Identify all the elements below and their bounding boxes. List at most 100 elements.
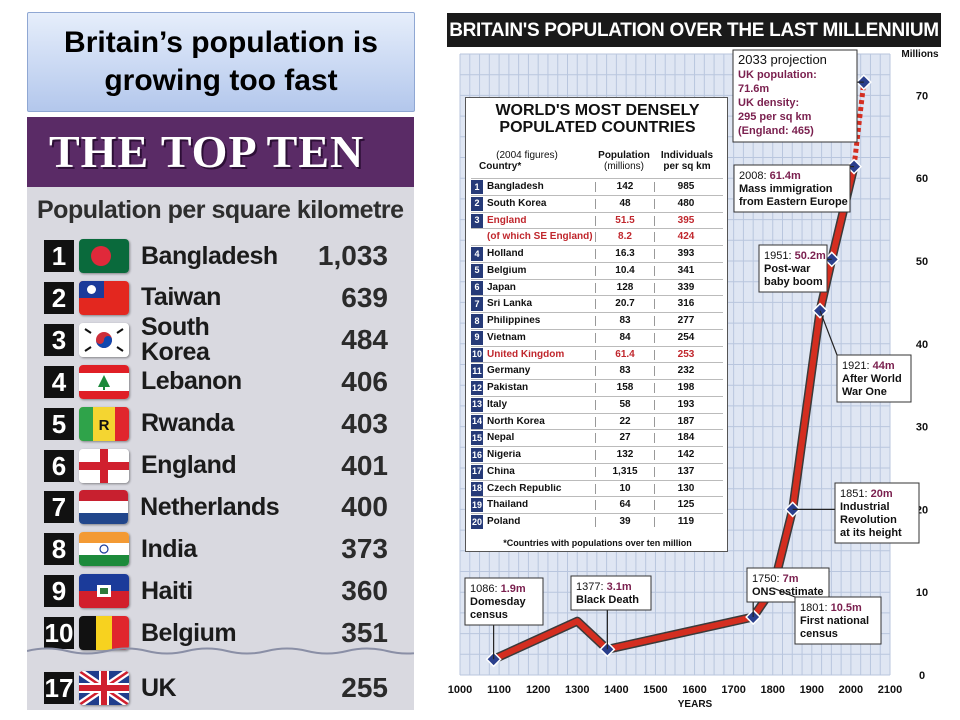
slide-title-text: Britain’s population is growing too fast bbox=[64, 26, 378, 97]
top-ten-subheading-text: Population per square kilometre bbox=[37, 195, 404, 224]
annotation-text-part: baby boom bbox=[764, 276, 823, 288]
population-cell: 128 bbox=[595, 282, 654, 293]
country-name: Bangladesh bbox=[141, 241, 278, 270]
densest-table-row: 14 North Korea 22 187 bbox=[471, 412, 723, 430]
rank-badge: 7 bbox=[44, 491, 74, 524]
country-name: Haiti bbox=[141, 576, 193, 605]
india-flag-icon bbox=[79, 532, 129, 567]
annotation-text-part: census bbox=[470, 609, 508, 621]
population-chart-panel: BRITAIN'S POPULATION OVER THE LAST MILLE… bbox=[447, 13, 941, 710]
annotation-value: 50.2m bbox=[795, 250, 826, 262]
annotation-text-part: 2008: bbox=[739, 170, 770, 182]
population-cell: 132 bbox=[595, 450, 654, 460]
rank-badge: 4 bbox=[44, 365, 74, 398]
densest-table-row: 8 Philippines 83 277 bbox=[471, 312, 723, 329]
y-tick-label: 0 bbox=[919, 670, 925, 682]
x-axis-label: YEARS bbox=[678, 699, 713, 710]
density-cell: 985 bbox=[654, 182, 717, 192]
annotation-text: (England: 465) bbox=[738, 125, 814, 137]
top-ten-row-rwanda: 5 R Rwanda 403 bbox=[27, 404, 414, 444]
country-name: South Korea bbox=[141, 312, 210, 366]
annotation-text: 1921: 44m bbox=[842, 360, 895, 372]
annotation-value: 7m bbox=[783, 573, 799, 585]
annotation-text: 2008: 61.4m bbox=[739, 170, 801, 182]
annotation-text-part: Mass immigration bbox=[739, 183, 833, 195]
population-cell: 83 bbox=[595, 316, 654, 326]
country-cell: Czech Republic bbox=[487, 483, 562, 494]
population-cell: 16.3 bbox=[595, 249, 654, 259]
densest-col-pop-line-2: (millions) bbox=[604, 161, 644, 172]
y-tick-label: 50 bbox=[916, 256, 928, 268]
projection-series-line bbox=[851, 81, 867, 167]
south-korea-flag-icon bbox=[79, 322, 129, 357]
annotation-box bbox=[758, 244, 828, 293]
density-cell: 316 bbox=[654, 299, 717, 310]
haiti-flag-icon bbox=[79, 574, 129, 609]
rank-badge: 9 bbox=[471, 330, 483, 345]
rank-badge: 3 bbox=[44, 323, 74, 356]
country-name: Rwanda bbox=[141, 409, 234, 438]
annotation-text: at its height bbox=[840, 527, 902, 539]
density-value: 360 bbox=[341, 575, 388, 607]
slide-title: Britain’s population is growing too fast bbox=[27, 12, 415, 112]
x-tick-label: 1800 bbox=[760, 684, 784, 696]
population-cell: 39 bbox=[595, 517, 654, 527]
annotation-text-part: Post-war bbox=[764, 263, 811, 275]
rank-badge: 4 bbox=[471, 247, 483, 261]
annotation-text: UK density: bbox=[738, 97, 799, 109]
densest-table-row: 17 China 1,315 137 bbox=[471, 462, 723, 480]
rank-badge: 10 bbox=[471, 347, 483, 362]
annotation-text: Revolution bbox=[840, 514, 897, 526]
population-cell: 48 bbox=[595, 198, 654, 209]
densest-table-row: 20 Poland 39 119 bbox=[471, 513, 723, 530]
country-name: UK bbox=[141, 673, 177, 702]
density-cell: 193 bbox=[654, 399, 717, 410]
annotation-value: 61.4m bbox=[770, 170, 801, 182]
densest-table-row: 12 Pakistan 158 198 bbox=[471, 379, 723, 396]
country-cell: Sri Lanka bbox=[487, 299, 533, 310]
country-cell: Vietnam bbox=[487, 332, 526, 343]
y-tick-label: 40 bbox=[916, 339, 928, 351]
density-value: 373 bbox=[341, 533, 388, 565]
rank-badge: 17 bbox=[471, 464, 483, 479]
x-tick-label: 1700 bbox=[721, 684, 745, 696]
density-cell: 142 bbox=[654, 450, 717, 460]
netherlands-flag-icon bbox=[78, 490, 129, 525]
annotation-text-part: Revolution bbox=[840, 514, 897, 526]
annotation-text: UK population: bbox=[738, 69, 817, 81]
density-value: 401 bbox=[341, 449, 388, 481]
annotation-text: 71.6m bbox=[738, 83, 769, 95]
country-cell: Nepal bbox=[487, 433, 515, 444]
annotation-text: After World bbox=[842, 373, 902, 385]
rank-badge: 19 bbox=[471, 498, 483, 513]
rank-badge: 9 bbox=[44, 575, 74, 608]
top-ten-row-england: 6 England 401 bbox=[27, 446, 414, 486]
annotation-text-part: Black Death bbox=[576, 594, 639, 606]
density-cell: 253 bbox=[654, 349, 717, 360]
belgium-flag-icon bbox=[79, 616, 129, 651]
annotation-text: First national bbox=[800, 615, 869, 627]
top-ten-row-south-korea: 3 South Korea 484 bbox=[27, 314, 414, 364]
densest-header-country: (2004 figures) Country* bbox=[471, 150, 583, 172]
densest-title-line-2: POPULATED COUNTRIES bbox=[499, 119, 696, 136]
bangladesh-flag-icon bbox=[79, 239, 129, 273]
densest-table-row: 13 Italy 58 193 bbox=[471, 395, 723, 413]
population-cell: 58 bbox=[595, 399, 654, 410]
annotation-box bbox=[733, 164, 851, 213]
density-cell: 424 bbox=[654, 232, 717, 243]
densest-col-country: Country* bbox=[479, 161, 522, 172]
country-name: Lebanon bbox=[141, 367, 242, 396]
densest-col-pop-line-1: Population bbox=[598, 150, 650, 161]
annotation-text-part: 295 per sq km bbox=[738, 111, 812, 123]
x-tick-label: 1900 bbox=[800, 684, 824, 696]
country-cell: Holland bbox=[487, 249, 524, 259]
annotation-text: 295 per sq km bbox=[738, 111, 812, 123]
annotation-text-part: Industrial bbox=[840, 501, 890, 513]
rank-badge: 7 bbox=[471, 297, 483, 312]
y-tick-label: 70 bbox=[916, 90, 928, 102]
density-cell: 339 bbox=[654, 282, 717, 293]
density-cell: 198 bbox=[654, 383, 717, 393]
rank-badge: 10 bbox=[44, 617, 74, 650]
annotation-value: 20m bbox=[871, 488, 893, 500]
top-ten-row-belgium: 10 Belgium 351 bbox=[27, 613, 414, 653]
